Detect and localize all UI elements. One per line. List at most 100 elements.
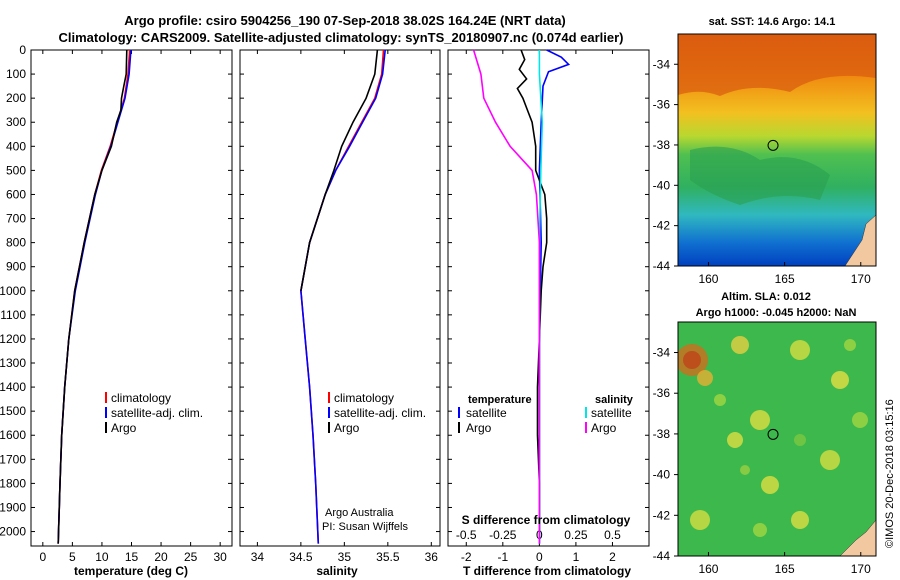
legend-swatch-climatology bbox=[105, 392, 107, 403]
sla-blob bbox=[750, 410, 770, 430]
note-pi: PI: Susan Wijffels bbox=[322, 521, 408, 533]
depth-tick-label: 300 bbox=[6, 115, 26, 129]
x-tick-label: 1 bbox=[573, 550, 580, 564]
x-tick-label: 20 bbox=[154, 550, 168, 564]
x-tick-label: 34.5 bbox=[289, 550, 313, 564]
depth-tick-label: 0 bbox=[19, 43, 26, 57]
legend-climatology: climatology bbox=[334, 391, 394, 405]
sst-mid-patch bbox=[690, 146, 830, 205]
depth-tick-label: 600 bbox=[6, 187, 26, 201]
note-argo-australia: Argo Australia bbox=[325, 507, 394, 519]
depth-tick-label: 1700 bbox=[0, 452, 26, 466]
series-line bbox=[57, 49, 132, 544]
lat-tick-label: -44 bbox=[653, 549, 671, 563]
sla-blob bbox=[740, 465, 750, 475]
salinity-lines bbox=[300, 49, 386, 544]
lon-tick-label: 160 bbox=[698, 562, 718, 576]
temperature-legend: climatology satellite-adj. clim. Argo bbox=[105, 391, 203, 435]
sst-map: sat. SST: 14.6 Argo: 14.1 160 165 170 -34 -3… bbox=[653, 16, 877, 286]
depth-tick-label: 1600 bbox=[0, 428, 26, 442]
sst-map-title: sat. SST: 14.6 Argo: 14.1 bbox=[709, 16, 836, 28]
s-difference-label: S difference from climatology bbox=[462, 513, 631, 527]
depth-tick-label: 1000 bbox=[0, 284, 26, 298]
sla-blob bbox=[852, 412, 868, 428]
x-tick-label: 25 bbox=[184, 550, 198, 564]
sla-map: Altim. SLA: 0.012 Argo h1000: -0.045 h20… bbox=[653, 291, 877, 576]
legend-argo: Argo bbox=[334, 421, 360, 435]
depth-tick-label: 1200 bbox=[0, 332, 26, 346]
series-line bbox=[472, 49, 541, 544]
legend-satellite: satellite-adj. clim. bbox=[334, 406, 426, 420]
x-tick-label: 5 bbox=[69, 550, 76, 564]
depth-tick-label: 1800 bbox=[0, 476, 26, 490]
legend-title-temperature: temperature bbox=[468, 394, 532, 406]
x-tick-label: 35.5 bbox=[376, 550, 400, 564]
depth-tick-labels: 0 100 200 300 400 500 600 700 800 900 1000 1100 1200… bbox=[0, 43, 649, 539]
legend-swatch-climatology bbox=[328, 392, 330, 403]
argo-location-marker bbox=[767, 428, 779, 440]
depth-tick-label: 900 bbox=[6, 260, 26, 274]
legend-sal-satellite: satellite bbox=[591, 406, 632, 420]
sla-blob bbox=[761, 476, 779, 494]
s-tick-label: 0.5 bbox=[604, 528, 621, 542]
legend-swatch-temp-satellite bbox=[458, 407, 460, 418]
salinity-axes-frame bbox=[239, 49, 441, 547]
legend-swatch-sal-argo bbox=[585, 422, 587, 433]
x-tick-label: 35 bbox=[338, 550, 352, 564]
salinity-tick-labels: 34 34.5 35 35.5 36 bbox=[251, 50, 439, 564]
lat-tick-label: -36 bbox=[653, 98, 671, 112]
sla-blob bbox=[727, 432, 743, 448]
depth-tick-label: 400 bbox=[6, 139, 26, 153]
lat-tick-label: -36 bbox=[653, 386, 671, 400]
depth-tick-label: 2000 bbox=[0, 525, 26, 539]
depth-tick-label: 1300 bbox=[0, 356, 26, 370]
legend-climatology: climatology bbox=[111, 391, 171, 405]
sla-blob bbox=[844, 339, 856, 351]
s-tick-label: -0.5 bbox=[456, 528, 477, 542]
depth-tick-label: 800 bbox=[6, 236, 26, 250]
difference-legend-temperature: temperature satellite Argo bbox=[458, 394, 532, 435]
x-tick-label: 0 bbox=[39, 550, 46, 564]
x-tick-label: 36 bbox=[425, 550, 439, 564]
s-tick-label: -0.25 bbox=[489, 528, 517, 542]
x-tick-label: 34 bbox=[251, 550, 265, 564]
difference-lines bbox=[472, 49, 571, 544]
temperature-panel: 0100200300400500600700800900100011001200… bbox=[0, 43, 649, 578]
sla-blobs bbox=[678, 336, 868, 537]
t-difference-xlabel: T difference from climatology bbox=[463, 564, 631, 578]
depth-tick-label: 1900 bbox=[0, 500, 26, 514]
sst-map-ticks: 160 165 170 -34 -36 -38 -40 -42 -44 bbox=[653, 57, 871, 286]
x-tick-label: 0 bbox=[536, 550, 543, 564]
series-line bbox=[57, 49, 128, 544]
legend-swatch-sal-satellite bbox=[585, 407, 587, 418]
x-tick-label: -2 bbox=[461, 550, 472, 564]
lon-tick-label: 165 bbox=[775, 562, 795, 576]
sst-map-frame bbox=[677, 33, 877, 267]
sla-map-title-2: Argo h1000: -0.045 h2000: NaN bbox=[696, 307, 857, 319]
legend-satellite: satellite-adj. clim. bbox=[111, 406, 203, 420]
legend-swatch-argo bbox=[328, 422, 330, 433]
lat-tick-label: -40 bbox=[653, 468, 671, 482]
salinity-legend: climatology satellite-adj. clim. Argo bbox=[328, 391, 426, 435]
lon-tick-label: 165 bbox=[775, 272, 795, 286]
sla-blob bbox=[714, 394, 726, 406]
depth-tick-label: 700 bbox=[6, 212, 26, 226]
s-difference-tick-labels: -0.5 -0.25 0 0.25 0.5 bbox=[456, 528, 621, 542]
lon-tick-label: 160 bbox=[698, 272, 718, 286]
x-tick-label: 2 bbox=[609, 550, 616, 564]
lat-tick-label: -34 bbox=[653, 346, 671, 360]
legend-title-salinity: salinity bbox=[595, 394, 634, 406]
legend-temp-argo: Argo bbox=[466, 421, 492, 435]
temperature-lines bbox=[57, 49, 132, 544]
sla-blob bbox=[794, 434, 806, 446]
series-line bbox=[300, 49, 385, 544]
sla-blob bbox=[731, 336, 749, 354]
difference-legend-salinity: salinity satellite Argo bbox=[585, 394, 634, 435]
t-difference-tick-labels: -2 -1 0 1 2 bbox=[461, 50, 616, 564]
temperature-tick-labels: 0 5 10 15 20 25 30 bbox=[39, 50, 227, 564]
legend-swatch-argo bbox=[105, 422, 107, 433]
s-tick-label: 0.25 bbox=[564, 528, 588, 542]
series-line bbox=[538, 49, 571, 544]
sla-marker-group bbox=[767, 428, 779, 440]
salinity-xlabel: salinity bbox=[316, 564, 358, 578]
